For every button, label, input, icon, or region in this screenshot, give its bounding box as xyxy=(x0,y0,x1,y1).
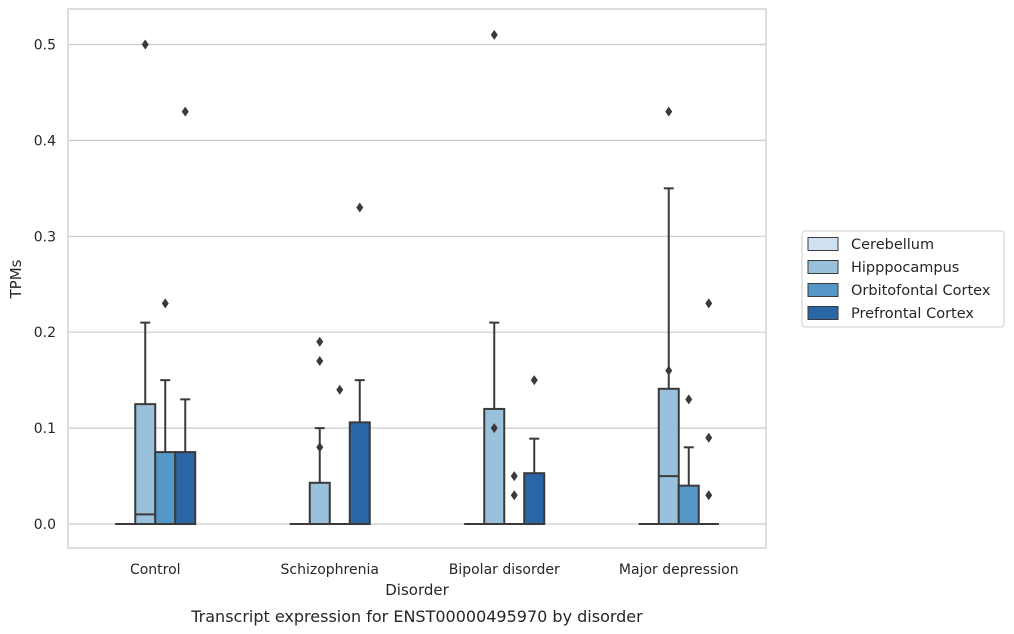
outlier-point xyxy=(510,471,518,482)
legend-items: Cerebellum Hipppocampus Orbitofontal Corte… xyxy=(807,237,991,322)
box-orbitofontal-cortex-1 xyxy=(329,384,350,526)
outlier-point xyxy=(181,106,189,117)
box-prefrontal-cortex-0 xyxy=(174,106,197,526)
box-body xyxy=(657,387,680,526)
legend-frame xyxy=(801,230,1005,328)
box-hipppocampus-0 xyxy=(134,39,157,526)
box-body xyxy=(154,451,177,526)
box-prefrontal-cortex-1 xyxy=(348,202,371,526)
x-tick-label: Schizophrenia xyxy=(281,562,379,578)
outlier-point xyxy=(665,106,673,117)
outlier-point xyxy=(316,355,324,366)
box-body xyxy=(523,472,546,526)
box-hipppocampus-2 xyxy=(483,29,506,526)
chart-caption: Transcript expression for ENST0000049597… xyxy=(190,607,643,626)
outlier-point xyxy=(490,423,498,434)
outlier-point xyxy=(161,298,169,309)
legend-swatch xyxy=(807,283,839,297)
box-body xyxy=(348,421,371,526)
box-hipppocampus-1 xyxy=(308,336,331,526)
outlier-point xyxy=(705,490,713,501)
y-tick-labels: 0.0 0.1 0.2 0.3 0.4 0.5 xyxy=(34,37,56,533)
outlier-point xyxy=(510,490,518,501)
y-tick-label: 0.2 xyxy=(34,325,56,341)
y-tick-label: 0.3 xyxy=(34,229,56,245)
legend-label: Cerebellum xyxy=(851,237,934,253)
legend: Cerebellum Hipppocampus Orbitofontal Corte… xyxy=(801,230,1005,328)
box-body xyxy=(677,484,700,526)
plot-area-frame xyxy=(67,8,767,549)
box-body xyxy=(174,451,197,526)
y-tick-label: 0.5 xyxy=(34,37,56,53)
box-prefrontal-cortex-2 xyxy=(523,375,546,526)
x-tick-label: Major depression xyxy=(619,562,739,578)
y-tick-label: 0.1 xyxy=(34,421,56,437)
box-hipppocampus-3 xyxy=(657,106,680,526)
outlier-point xyxy=(665,365,673,376)
outlier-point xyxy=(316,442,324,453)
x-tick-label: Bipolar disorder xyxy=(449,562,560,578)
box-body xyxy=(308,481,331,526)
outlier-point xyxy=(705,298,713,309)
outlier-point xyxy=(336,384,344,395)
outlier-point xyxy=(705,432,713,443)
legend-label: Orbitofontal Cortex xyxy=(851,283,991,299)
legend-swatch xyxy=(807,260,839,274)
box-prefrontal-cortex-3 xyxy=(698,298,719,526)
legend-label: Prefrontal Cortex xyxy=(851,306,974,322)
box-body xyxy=(134,403,157,526)
outlier-point xyxy=(530,375,538,386)
legend-swatch xyxy=(807,306,839,320)
outlier-point xyxy=(356,202,364,213)
y-axis-label: TPMs xyxy=(7,259,25,299)
y-tick-label: 0.0 xyxy=(34,517,56,533)
box-orbitofontal-cortex-2 xyxy=(504,471,525,526)
outlier-point xyxy=(685,394,693,405)
x-axis-label: Disorder xyxy=(385,581,449,599)
legend-swatch xyxy=(807,237,839,251)
outlier-point xyxy=(490,29,498,40)
x-tick-label: Control xyxy=(130,562,181,578)
y-tick-label: 0.4 xyxy=(34,133,56,149)
box-orbitofontal-cortex-3 xyxy=(677,394,700,526)
outlier-point xyxy=(141,39,149,50)
outlier-point xyxy=(316,336,324,347)
x-tick-labels: Control Schizophrenia Bipolar disorder Majo… xyxy=(130,562,739,578)
legend-label: Hipppocampus xyxy=(851,260,959,276)
box-groups xyxy=(115,29,719,526)
